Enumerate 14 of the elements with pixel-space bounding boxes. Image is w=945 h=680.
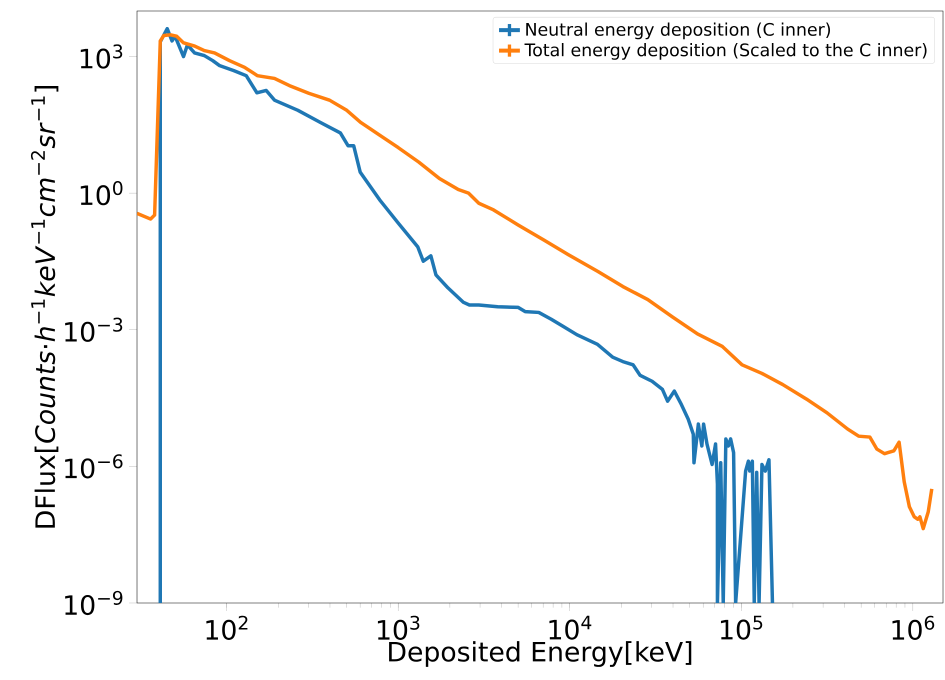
y-tick-label: 10$^{−6}$ [65, 454, 123, 479]
y-tick-label: 10$^{−3}$ [65, 318, 122, 342]
legend-label: Total energy deposition (Scaled to the C inner) [524, 43, 927, 60]
y-tick-label: 10$^{3}$ [80, 44, 122, 69]
y-tick-label: 10$^{−9}$ [65, 590, 122, 616]
x-axis-title: Deposited Energy[keV] [389, 641, 692, 667]
x-tick-label: 10$^{3}$ [378, 616, 420, 640]
text: DFlux[Counts·h$^{−1}$keV$^{−1}$cm$^{−2}$sr$^{−1}$] [30, 86, 58, 528]
legend-label: Neutral energy deposition (C inner) [526, 22, 830, 40]
x-tick-label: 10$^{6}$ [892, 616, 934, 640]
y-tick-label: 10$^{0}$ [80, 181, 122, 206]
x-tick-label: 10$^{2}$ [206, 616, 248, 640]
x-tick-label: 10$^{4}$ [549, 616, 592, 640]
x-tick-label: 10$^{5}$ [720, 616, 762, 640]
